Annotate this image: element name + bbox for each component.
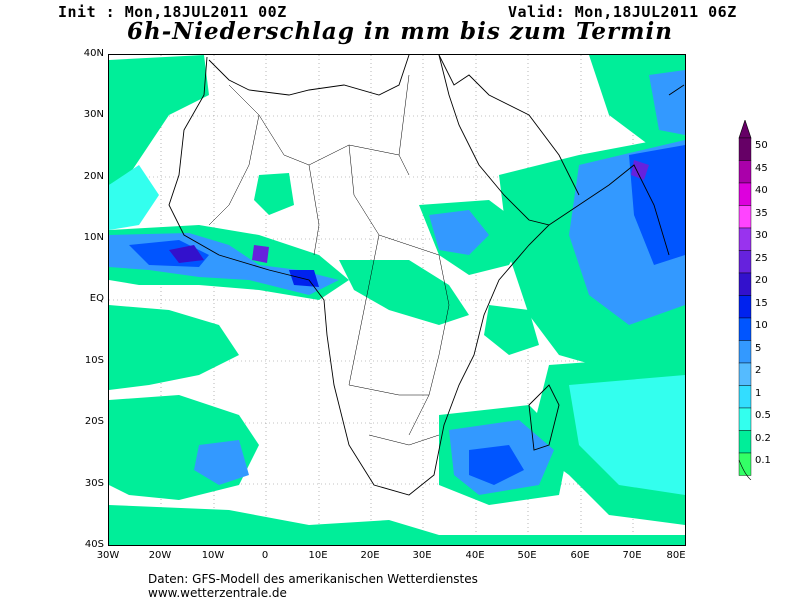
- lat-label-10n: 10N: [83, 232, 104, 243]
- lat-label-20s: 20S: [84, 416, 104, 427]
- legend-box-2: [738, 182, 752, 206]
- lon-label-20e: 20E: [360, 550, 380, 561]
- legend-label-12: 0.5: [755, 410, 771, 422]
- legend-box-11: [738, 385, 752, 409]
- legend-label-6: 20: [755, 275, 768, 287]
- lon-label-10w: 10W: [201, 550, 225, 561]
- legend-bottom-arrow: [738, 459, 752, 480]
- legend-label-2: 40: [755, 185, 768, 197]
- lon-label-10e: 10E: [308, 550, 328, 561]
- lon-label-20w: 20W: [148, 550, 172, 561]
- precipitation-map: [108, 54, 686, 546]
- legend-top-arrow: [738, 120, 752, 139]
- legend-box-9: [738, 340, 752, 364]
- legend-label-9: 5: [755, 342, 762, 354]
- lat-label-20n: 20N: [83, 171, 104, 182]
- lon-label-30w: 30W: [96, 550, 120, 561]
- country-borders: [208, 74, 450, 446]
- legend-box-4: [738, 227, 752, 251]
- legend-label-1: 45: [755, 162, 768, 174]
- lon-label-40e: 40E: [465, 550, 485, 561]
- legend-box-5: [738, 250, 752, 274]
- legend-label-5: 25: [755, 252, 768, 264]
- lat-label-10s: 10S: [84, 355, 104, 366]
- legend-label-0: 50: [755, 140, 768, 152]
- lon-label-50e: 50E: [517, 550, 537, 561]
- legend-label-10: 2: [755, 365, 762, 377]
- legend-box-10: [738, 362, 752, 386]
- lon-label-80e: 80E: [666, 550, 686, 561]
- lat-label-30n: 30N: [83, 109, 104, 120]
- legend-box-0: [738, 137, 752, 161]
- lon-label-0: 0: [261, 550, 269, 561]
- legend-label-4: 30: [755, 230, 768, 242]
- coastlines: [168, 55, 685, 496]
- legend-label-3: 35: [755, 207, 768, 219]
- footer-website-link[interactable]: www.wetterzentrale.de: [148, 586, 287, 600]
- lat-label-40s: 40S: [84, 539, 104, 550]
- precip-fields: [109, 55, 685, 545]
- lat-label-40n: 40N: [83, 48, 104, 59]
- legend-box-7: [738, 295, 752, 319]
- precip-legend: [738, 120, 752, 480]
- legend-box-14: [738, 452, 752, 476]
- valid-time-label: Valid: Mon,18JUL2011 06Z: [508, 3, 737, 21]
- legend-box-12: [738, 407, 752, 431]
- lat-label-eq: EQ: [89, 293, 104, 304]
- legend-label-8: 10: [755, 320, 768, 332]
- legend-box-6: [738, 272, 752, 296]
- legend-box-1: [738, 160, 752, 184]
- legend-color-boxes: [738, 137, 752, 476]
- init-time-label: Init : Mon,18JUL2011 00Z: [58, 3, 287, 21]
- map-canvas: [109, 55, 685, 545]
- legend-box-3: [738, 205, 752, 229]
- legend-label-13: 0.2: [755, 432, 771, 444]
- lon-label-70e: 70E: [622, 550, 642, 561]
- legend-label-14: 0.1: [755, 455, 771, 467]
- map-title: 6h-Niederschlag in mm bis zum Termin: [127, 18, 673, 45]
- lat-label-30s: 30S: [84, 478, 104, 489]
- legend-box-13: [738, 430, 752, 454]
- legend-label-11: 1: [755, 387, 762, 399]
- footer-data-source: Daten: GFS-Modell des amerikanischen Wet…: [148, 572, 478, 586]
- legend-box-8: [738, 317, 752, 341]
- legend-label-7: 15: [755, 297, 768, 309]
- lon-label-60e: 60E: [570, 550, 590, 561]
- lon-label-30e: 30E: [412, 550, 432, 561]
